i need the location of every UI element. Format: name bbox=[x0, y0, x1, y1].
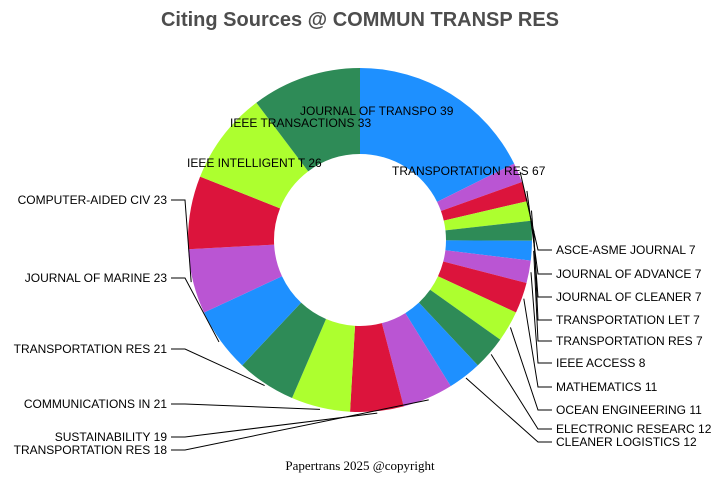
donut-slice bbox=[443, 250, 531, 284]
donut-slice bbox=[188, 244, 283, 313]
donut-slice bbox=[360, 68, 515, 202]
donut-slice bbox=[430, 276, 516, 340]
leader-line bbox=[530, 210, 552, 298]
donut-slice bbox=[188, 176, 281, 250]
slice-label: COMPUTER-AIDED CIV 23 bbox=[18, 193, 168, 207]
donut-slice bbox=[350, 323, 404, 412]
leader-line bbox=[533, 250, 552, 342]
donut-slice bbox=[200, 102, 309, 209]
chart-title: Citing Sources @ COMMUN TRANSP RES bbox=[161, 9, 559, 31]
donut-slice bbox=[405, 302, 478, 387]
donut-slice bbox=[440, 181, 528, 221]
donut-slice bbox=[242, 302, 327, 399]
donut-slice bbox=[445, 220, 533, 241]
leader-line bbox=[465, 377, 552, 443]
donut-slice bbox=[256, 68, 360, 172]
leader-line bbox=[533, 230, 552, 321]
slice-label: CLEANER LOGISTICS 12 bbox=[556, 435, 697, 449]
donut-slice bbox=[418, 289, 501, 366]
leader-line bbox=[171, 348, 265, 386]
donut-slice bbox=[381, 313, 451, 407]
donut-slice bbox=[437, 261, 527, 313]
donut-slice bbox=[445, 240, 532, 261]
slice-label: TRANSPORTATION RES 67 bbox=[392, 164, 546, 178]
slice-label: TRANSPORTATION RES 21 bbox=[14, 342, 168, 356]
donut-slices bbox=[188, 68, 533, 412]
leader-line bbox=[509, 327, 552, 411]
leader-line bbox=[526, 190, 552, 275]
leader-lines bbox=[171, 171, 552, 451]
slice-label: TRANSPORTATION RES 18 bbox=[14, 443, 168, 457]
donut-slice bbox=[443, 201, 531, 231]
slice-label: JOURNAL OF ADVANCE 7 bbox=[556, 267, 702, 281]
donut-slice bbox=[292, 319, 356, 412]
slice-label: IEEE TRANSACTIONS 33 bbox=[230, 116, 371, 130]
slice-label: JOURNAL OF CLEANER 7 bbox=[556, 290, 702, 304]
slice-label: MATHEMATICS 11 bbox=[556, 380, 658, 394]
slice-label: ASCE-ASME JOURNAL 7 bbox=[556, 243, 696, 257]
slice-label: JOURNAL OF TRANSPO 39 bbox=[300, 104, 454, 118]
slice-label: ELECTRONIC RESEARC 12 bbox=[556, 422, 712, 436]
donut-slice bbox=[204, 276, 302, 366]
slice-label: TRANSPORTATION LET 7 bbox=[556, 313, 700, 327]
leader-line bbox=[171, 412, 378, 438]
chart-footer: Papertrans 2025 @copyright bbox=[285, 458, 435, 473]
slice-label: COMMUNICATIONS IN 21 bbox=[24, 397, 167, 411]
slice-labels: TRANSPORTATION RES 67 ASCE-ASME JOURNAL 7… bbox=[14, 104, 712, 457]
slice-label: TRANSPORTATION RES 7 bbox=[556, 334, 703, 348]
slice-label: SUSTAINABILITY 19 bbox=[55, 430, 168, 444]
leader-line bbox=[530, 272, 552, 364]
slice-label: OCEAN ENGINEERING 11 bbox=[556, 403, 702, 417]
leader-line bbox=[171, 199, 192, 283]
slice-label: IEEE ACCESS 8 bbox=[556, 356, 646, 370]
donut-slice bbox=[437, 163, 522, 211]
leader-line bbox=[523, 298, 552, 388]
slice-label: JOURNAL OF MARINE 23 bbox=[25, 271, 168, 285]
leader-line bbox=[519, 171, 552, 251]
slice-label: IEEE INTELLIGENT T 26 bbox=[187, 156, 322, 170]
leader-line bbox=[171, 277, 220, 343]
leader-line bbox=[171, 399, 429, 451]
leader-line bbox=[171, 403, 320, 410]
leader-line bbox=[490, 354, 552, 430]
